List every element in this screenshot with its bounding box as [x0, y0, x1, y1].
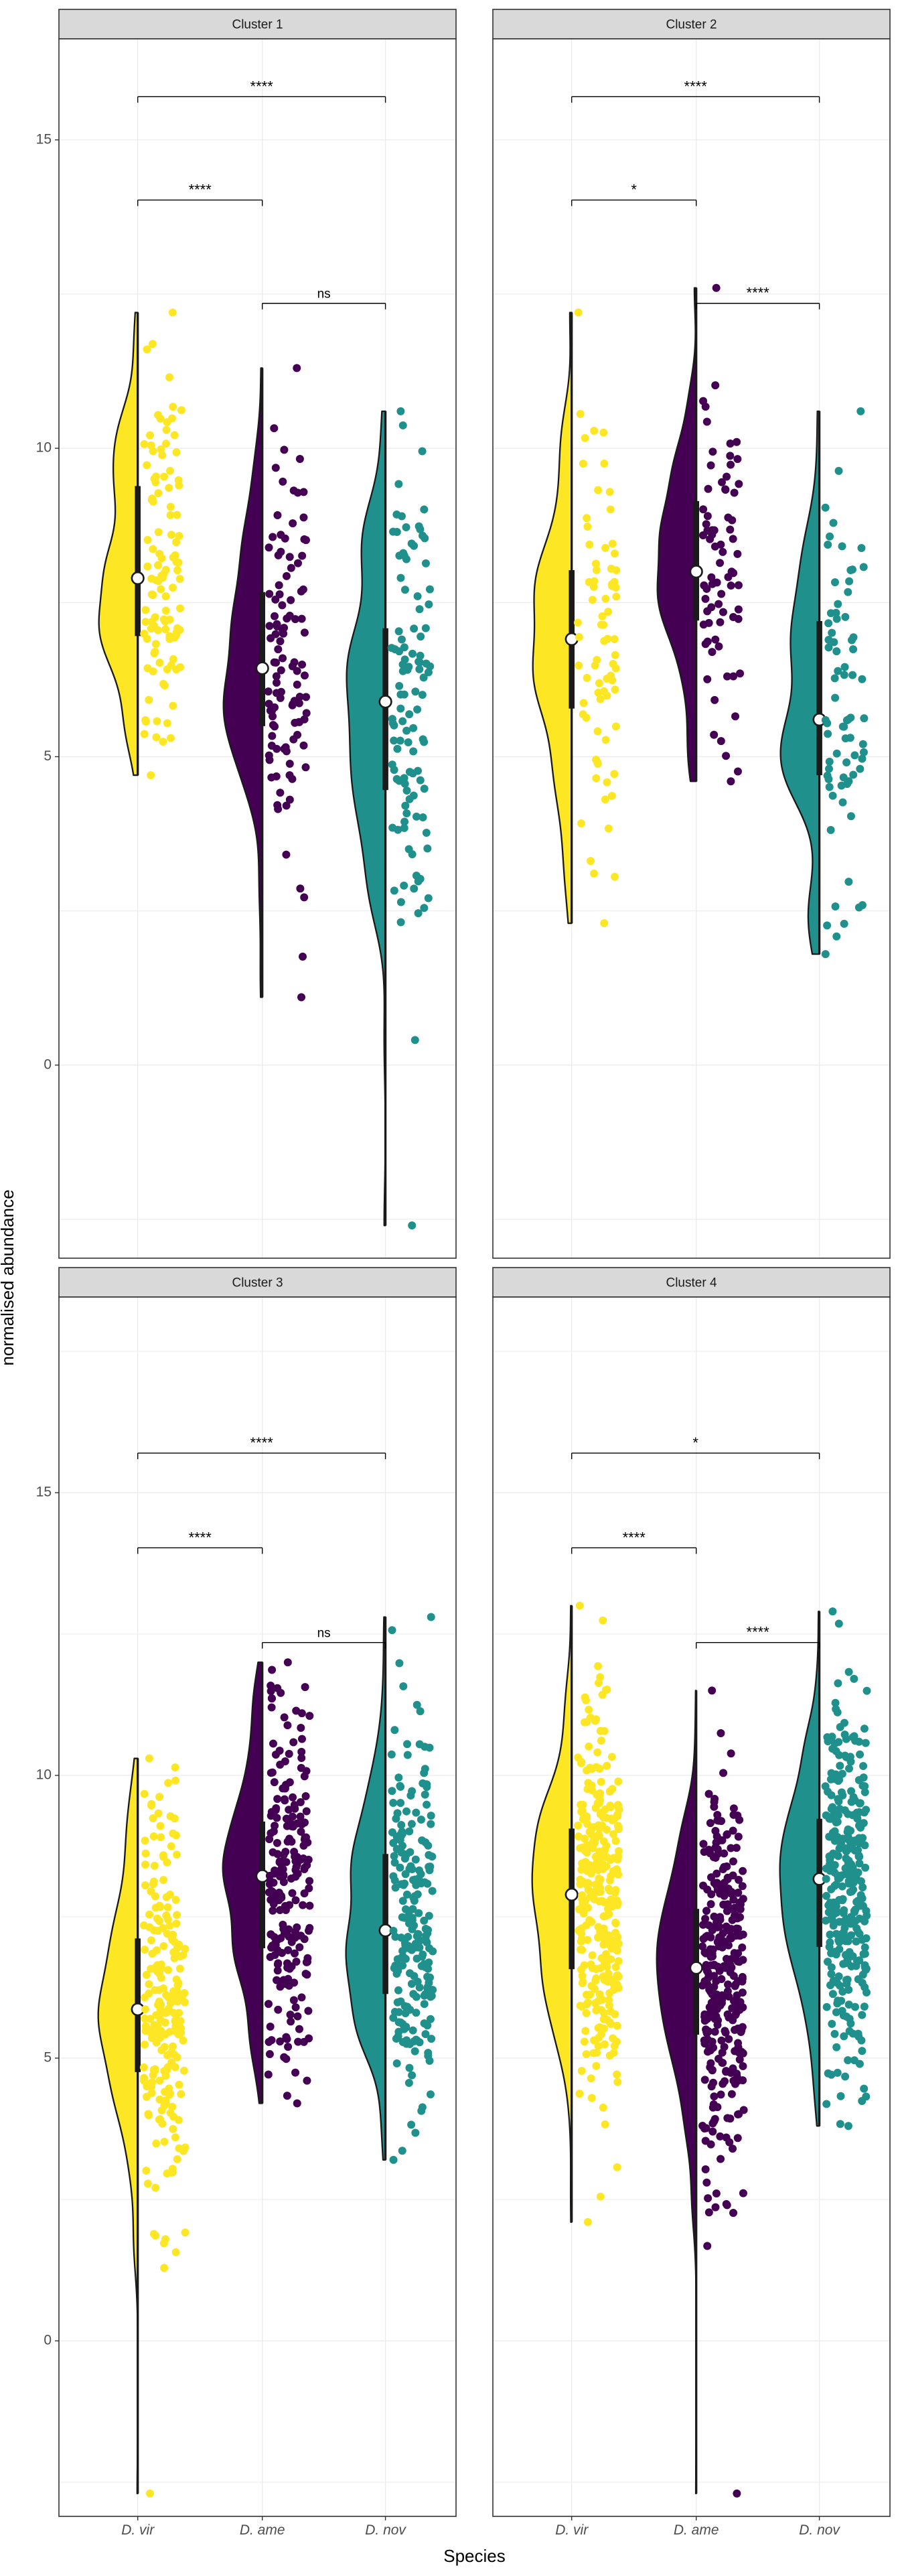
svg-text:D. nov: D. nov	[365, 2522, 406, 2538]
svg-text:5: 5	[44, 748, 52, 764]
svg-text:****: ****	[250, 1434, 274, 1451]
svg-text:D. vir: D. vir	[555, 2522, 589, 2538]
svg-text:D. ame: D. ame	[674, 2522, 719, 2538]
svg-text:15: 15	[36, 1485, 52, 1500]
svg-text:0: 0	[44, 2333, 52, 2348]
svg-text:****: ****	[250, 78, 274, 94]
svg-text:Cluster 2: Cluster 2	[666, 18, 717, 32]
svg-text:D. ame: D. ame	[240, 2522, 285, 2538]
svg-text:ns: ns	[317, 287, 331, 301]
svg-text:*: *	[631, 182, 637, 198]
svg-text:5: 5	[44, 2050, 52, 2065]
svg-text:****: ****	[747, 285, 770, 301]
svg-text:****: ****	[684, 78, 708, 94]
svg-text:****: ****	[189, 182, 212, 198]
svg-text:D. nov: D. nov	[799, 2522, 840, 2538]
svg-text:****: ****	[747, 1624, 770, 1641]
svg-text:****: ****	[623, 1529, 646, 1546]
svg-text:Cluster 1: Cluster 1	[232, 18, 283, 32]
svg-text:Cluster 4: Cluster 4	[666, 1276, 717, 1290]
svg-text:normalised abundance: normalised abundance	[0, 1189, 17, 1365]
svg-text:10: 10	[36, 1767, 52, 1783]
svg-text:0: 0	[44, 1057, 52, 1072]
svg-text:D. vir: D. vir	[121, 2522, 155, 2538]
svg-text:Species: Species	[443, 2546, 506, 2566]
svg-text:*: *	[692, 1434, 698, 1451]
svg-text:15: 15	[36, 131, 52, 147]
svg-text:****: ****	[189, 1529, 212, 1546]
svg-text:Cluster 3: Cluster 3	[232, 1276, 283, 1290]
svg-text:ns: ns	[317, 1627, 331, 1641]
svg-text:10: 10	[36, 440, 52, 456]
